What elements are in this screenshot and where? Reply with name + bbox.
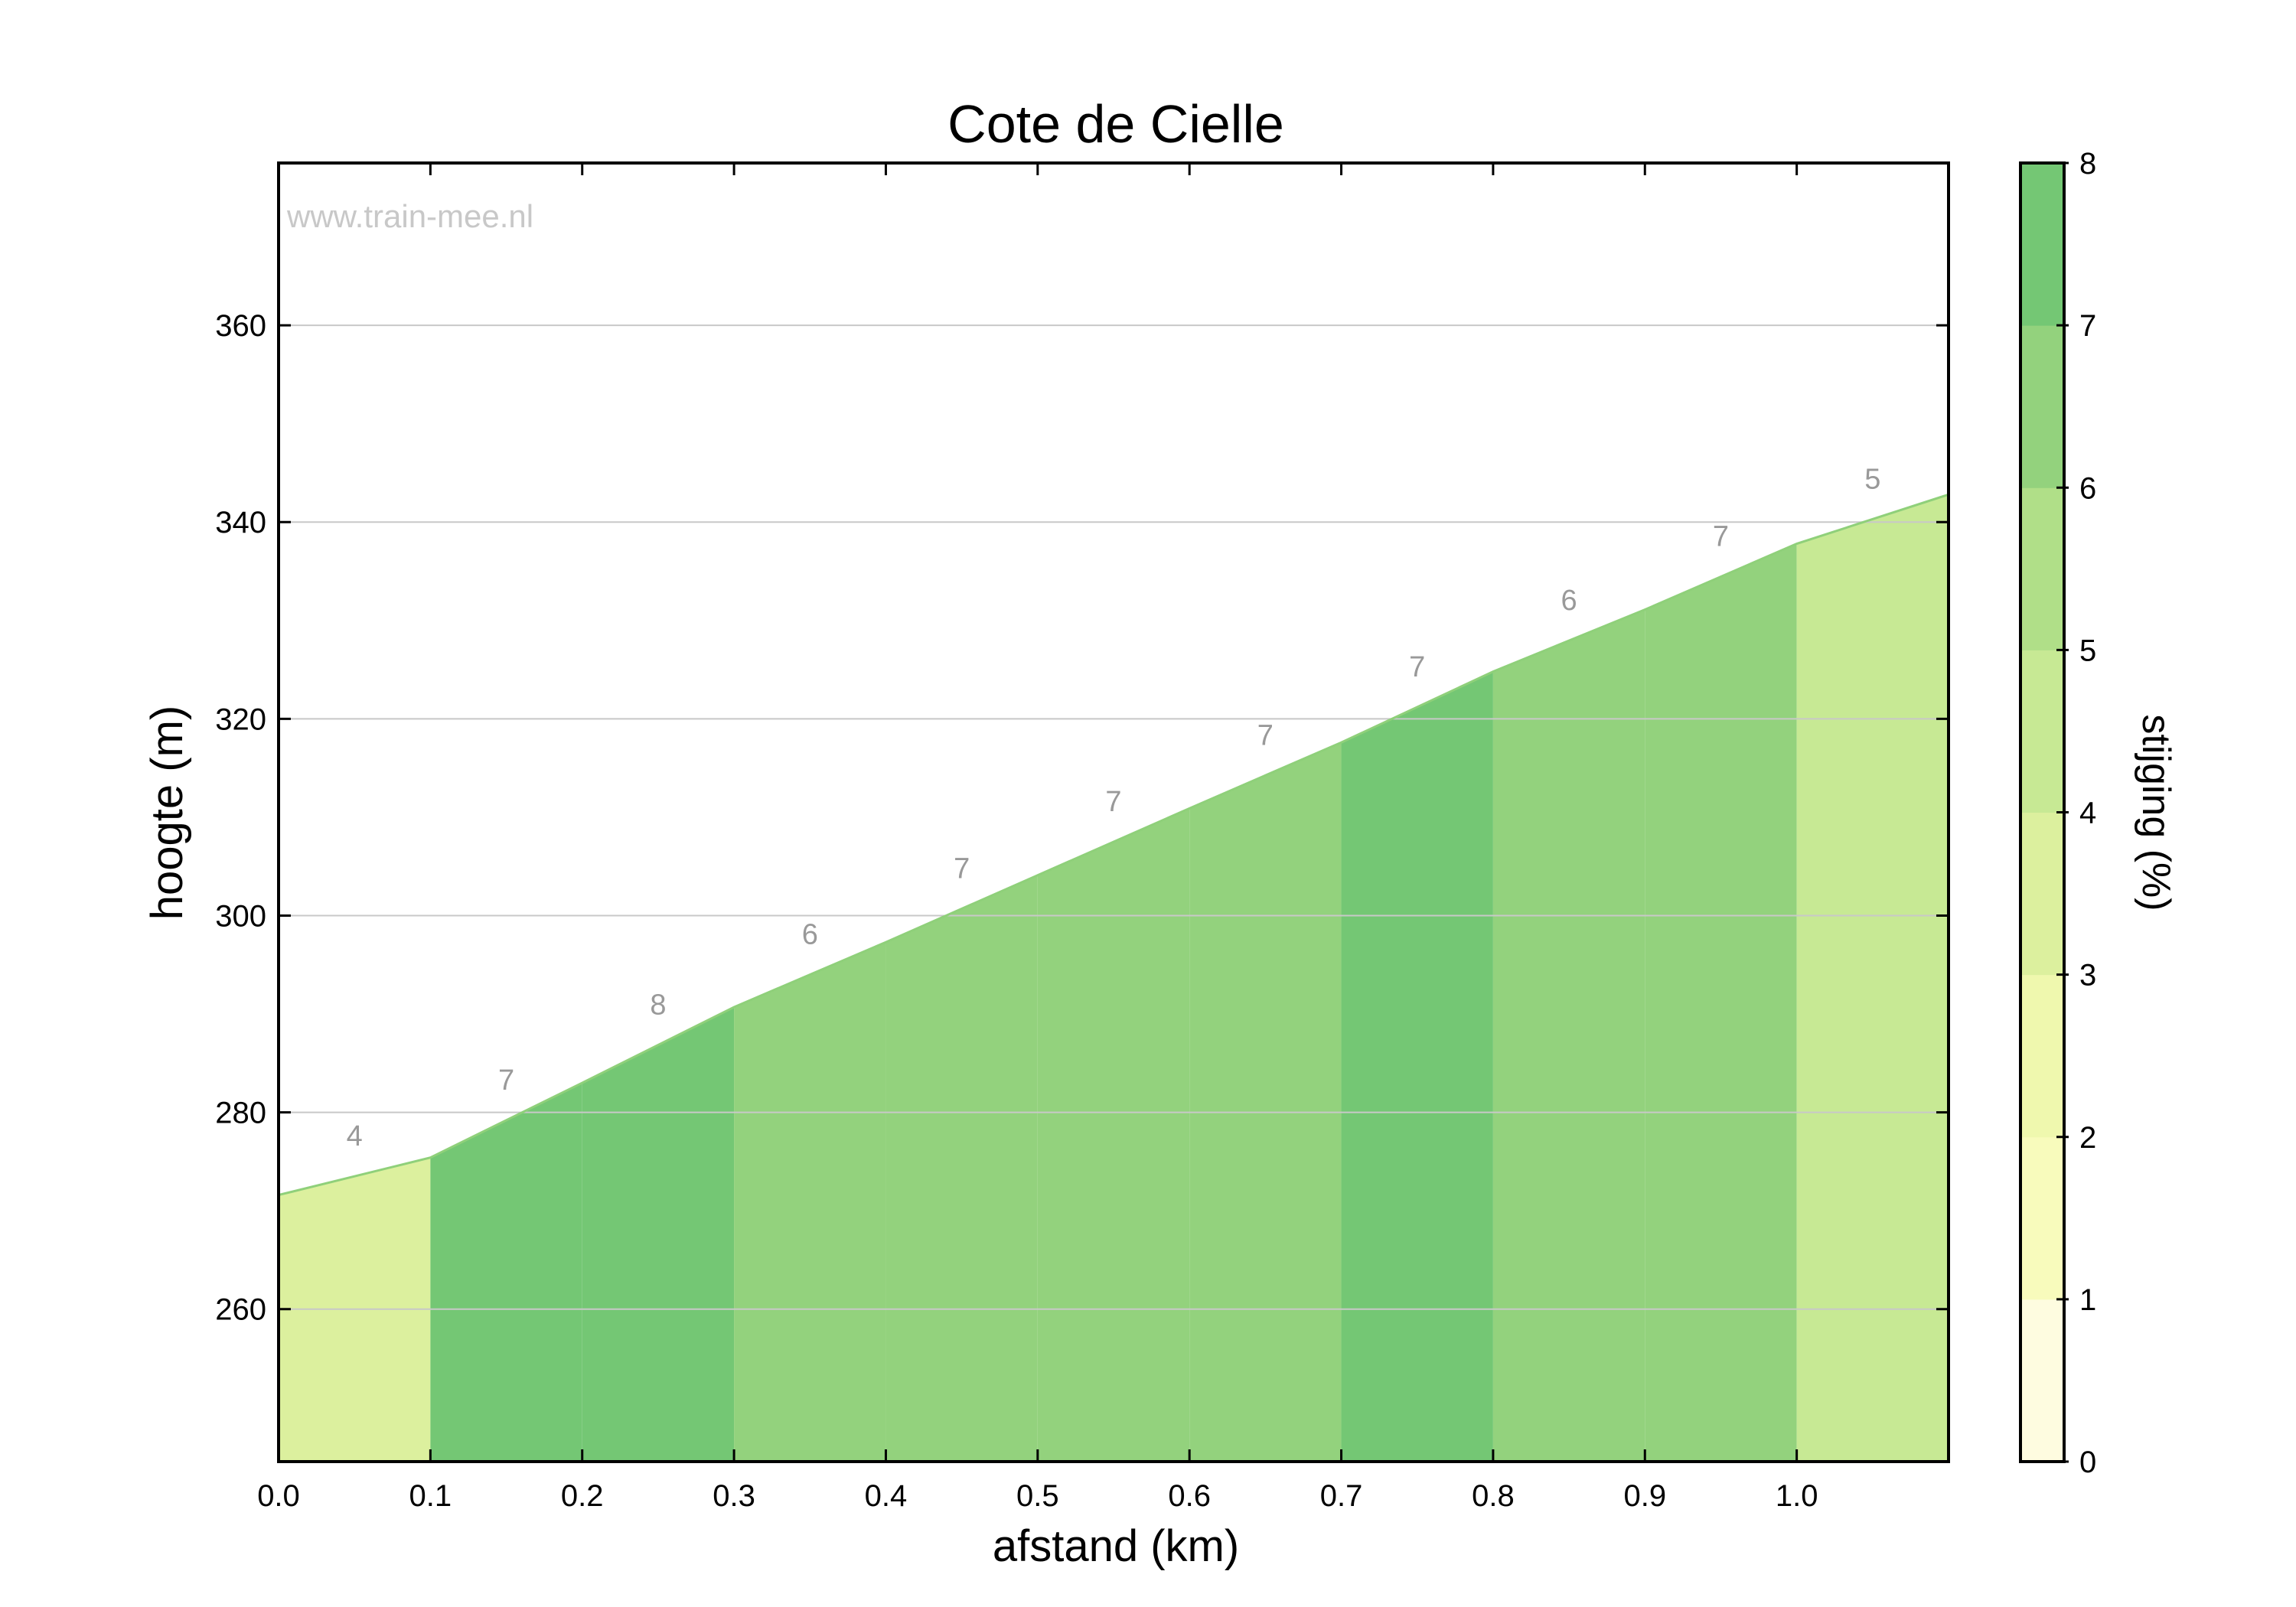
segment-fills	[279, 494, 1949, 1462]
segment-fill	[430, 1083, 582, 1462]
y-axis-label: hoogte (m)	[142, 706, 192, 920]
plot-frame	[277, 161, 1950, 1463]
x-axis-ticks: 0.0 0.1 0.2 0.3 0.4 0.5 0.6 0.7 0.8 0.9 1.0	[257, 163, 1818, 1513]
segment-fill	[734, 942, 886, 1462]
gradient-label: 7	[498, 1064, 514, 1097]
x-tick-label: 0.8	[1472, 1479, 1515, 1513]
colorbar-tick-label: 2	[2079, 1121, 2096, 1155]
segment-fill	[1341, 671, 1493, 1462]
colorbar-band	[2020, 650, 2064, 813]
colorbar-band	[2020, 163, 2064, 326]
colorbar-tick-label: 5	[2079, 634, 2096, 667]
segment-fill	[885, 875, 1038, 1462]
colorbar-tick-label: 8	[2079, 147, 2096, 181]
y-tick-label: 280	[215, 1097, 266, 1130]
x-axis-label: afstand (km)	[993, 1521, 1239, 1571]
gradient-label: 6	[802, 919, 818, 951]
x-tick-label: 0.0	[257, 1479, 300, 1513]
x-tick-label: 0.5	[1016, 1479, 1059, 1513]
y-tick-label: 320	[215, 702, 266, 736]
colorbar-band	[2020, 1299, 2064, 1462]
gradient-label: 7	[1257, 719, 1274, 751]
segment-fill	[1796, 494, 1949, 1462]
watermark: www.train-mee.nl	[286, 198, 533, 234]
y-tick-label: 300	[215, 899, 266, 933]
y-tick-label: 260	[215, 1293, 266, 1327]
gradient-labels: 4 7 8 6 7 7 7 7 6 7 5	[347, 463, 1881, 1152]
colorbar-label: stijging (%)	[2134, 714, 2178, 911]
x-tick-label: 0.1	[409, 1479, 452, 1513]
y-axis-ticks: 260 280 300 320 340 360	[215, 309, 1949, 1327]
colorbar-band	[2020, 1136, 2064, 1300]
x-tick-label: 0.3	[713, 1479, 755, 1513]
colorbar-band	[2020, 812, 2064, 976]
gradient-label: 7	[1713, 521, 1729, 553]
segment-fill	[1037, 808, 1190, 1462]
x-tick-label: 0.2	[561, 1479, 604, 1513]
x-tick-label: 0.7	[1320, 1479, 1363, 1513]
gradient-label: 8	[650, 989, 666, 1022]
segment-fill	[1645, 543, 1797, 1462]
colorbar-tick-label: 6	[2079, 471, 2096, 505]
colorbar-tick-label: 3	[2079, 959, 2096, 993]
colorbar-tick-label: 4	[2079, 797, 2096, 830]
segment-fill	[1492, 609, 1645, 1462]
x-tick-label: 1.0	[1776, 1479, 1818, 1513]
colorbar: 0 1 2 3 4 5 6 7 8	[2019, 147, 2096, 1479]
chart-title: Cote de Cielle	[947, 94, 1284, 154]
x-tick-label: 0.6	[1168, 1479, 1211, 1513]
gradient-label: 7	[1105, 786, 1121, 818]
y-tick-label: 360	[215, 309, 266, 343]
colorbar-tick-label: 0	[2079, 1446, 2096, 1479]
colorbar-tick-label: 7	[2079, 309, 2096, 343]
colorbar-band	[2020, 974, 2064, 1138]
gradient-label: 7	[1409, 651, 1425, 683]
colorbar-band	[2020, 325, 2064, 488]
gradient-label: 4	[347, 1120, 363, 1152]
gradient-label: 7	[954, 852, 970, 885]
segment-fill	[582, 1007, 735, 1462]
segment-fill	[1189, 742, 1342, 1462]
y-tick-label: 340	[215, 506, 266, 539]
gradient-label: 6	[1561, 585, 1577, 617]
colorbar-tick-label: 1	[2079, 1283, 2096, 1317]
gradient-label: 5	[1864, 463, 1880, 495]
x-tick-label: 0.9	[1623, 1479, 1666, 1513]
x-tick-label: 0.4	[865, 1479, 908, 1513]
colorbar-band	[2020, 487, 2064, 650]
profile-line	[278, 493, 1949, 1197]
gridlines	[279, 324, 1949, 1310]
